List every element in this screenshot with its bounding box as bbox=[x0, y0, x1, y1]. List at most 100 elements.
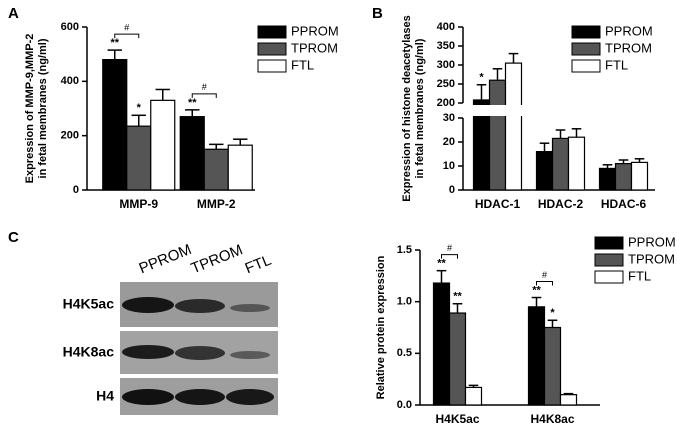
significance-label: ** bbox=[532, 284, 541, 296]
comparison-label: # bbox=[202, 82, 207, 92]
bar bbox=[488, 79, 507, 191]
legend-swatch bbox=[571, 42, 601, 56]
bar bbox=[614, 163, 633, 191]
significance-label: ** bbox=[437, 258, 446, 270]
y-axis-label: Expression of MMP-9,MMP-2 bbox=[24, 34, 36, 184]
y-tick-label: 0 bbox=[449, 184, 455, 196]
row-label: H4 bbox=[96, 388, 114, 404]
y-tick-label: 400 bbox=[437, 21, 455, 33]
bar bbox=[535, 151, 554, 191]
significance-label: * bbox=[479, 72, 484, 84]
legend-swatch bbox=[571, 25, 601, 39]
significance-label: * bbox=[550, 307, 555, 319]
blot-band bbox=[122, 297, 174, 313]
blot-band bbox=[175, 389, 225, 405]
legend-label: TPROM bbox=[291, 40, 338, 55]
legend-swatch bbox=[594, 236, 624, 250]
legend-label: FTL bbox=[291, 57, 314, 72]
comparison-label: # bbox=[542, 270, 547, 280]
comparison-bracket bbox=[114, 33, 140, 39]
blot-band bbox=[230, 351, 270, 359]
y-tick-label: 300 bbox=[437, 59, 455, 71]
bar bbox=[559, 394, 578, 406]
y-tick-label: 0 bbox=[73, 184, 79, 196]
y-tick-label: 200 bbox=[437, 97, 455, 109]
bar bbox=[227, 144, 253, 191]
legend-label: FTL bbox=[605, 57, 628, 72]
western-blot bbox=[120, 282, 278, 415]
blot-band bbox=[230, 304, 270, 312]
x-tick-label: MMP-2 bbox=[197, 197, 236, 211]
legend-swatch bbox=[257, 59, 287, 73]
significance-label: ** bbox=[110, 37, 119, 49]
significance-label: ** bbox=[453, 291, 462, 303]
row-label: H4K8ac bbox=[63, 344, 115, 360]
y-tick-label: 1.5 bbox=[397, 244, 412, 256]
y-tick-label: 20 bbox=[443, 136, 455, 148]
y-axis-label: in fetal membranes (ng/ml) bbox=[414, 38, 426, 178]
blot-band bbox=[122, 389, 174, 405]
lane-label: FTL bbox=[243, 252, 274, 278]
axis-break-gap bbox=[465, 105, 655, 116]
y-tick-label: 200 bbox=[61, 130, 79, 142]
x-tick-label: MMP-9 bbox=[119, 197, 158, 211]
bar bbox=[150, 99, 176, 191]
y-axis-label: Relative protein expression bbox=[375, 255, 387, 399]
bar bbox=[126, 125, 152, 191]
bar bbox=[504, 62, 523, 191]
blot-band bbox=[122, 345, 174, 359]
comparison-bracket bbox=[441, 254, 458, 259]
legend-swatch bbox=[594, 270, 624, 284]
comparison-label: # bbox=[124, 22, 129, 32]
y-tick-label: 0.5 bbox=[397, 347, 412, 359]
blot-band bbox=[175, 299, 225, 313]
legend-label: PPROM bbox=[291, 23, 339, 38]
legend-label: PPROM bbox=[605, 23, 653, 38]
lane-label: TPROM bbox=[189, 241, 246, 277]
legend-label: TPROM bbox=[605, 40, 652, 55]
comparison-bracket bbox=[536, 281, 553, 286]
x-tick-label: HDAC-6 bbox=[601, 197, 647, 211]
bar bbox=[598, 167, 617, 191]
bar bbox=[567, 136, 586, 191]
y-tick-label: 600 bbox=[61, 21, 79, 33]
bar bbox=[527, 306, 546, 406]
bar bbox=[203, 148, 229, 191]
lane-label: PPROM bbox=[137, 241, 194, 277]
legend-swatch bbox=[594, 253, 624, 267]
legend-label: TPROM bbox=[628, 251, 675, 266]
significance-label: ** bbox=[188, 97, 197, 109]
significance-label: * bbox=[137, 102, 142, 114]
comparison-bracket bbox=[191, 93, 217, 98]
y-tick-label: 250 bbox=[437, 78, 455, 90]
y-axis-label: in fetal membranes (ng/ml) bbox=[37, 38, 49, 178]
bar bbox=[551, 137, 570, 191]
bar bbox=[630, 161, 649, 191]
x-tick-label: H4K5ac bbox=[435, 412, 479, 426]
bar bbox=[464, 386, 483, 406]
legend-swatch bbox=[257, 42, 287, 56]
y-tick-label: 350 bbox=[437, 40, 455, 52]
bar bbox=[102, 58, 128, 191]
bar bbox=[179, 116, 205, 191]
y-tick-label: 0.0 bbox=[397, 399, 412, 411]
row-label: H4K5ac bbox=[63, 296, 115, 312]
panel-label: B bbox=[372, 5, 383, 22]
bar bbox=[543, 326, 562, 406]
legend-swatch bbox=[571, 59, 601, 73]
y-tick-label: 1.0 bbox=[397, 296, 412, 308]
y-axis-label: Expression of histone deacetylases bbox=[401, 15, 413, 201]
blot-band bbox=[226, 389, 274, 405]
legend-swatch bbox=[257, 25, 287, 39]
bar bbox=[448, 312, 467, 406]
panel-label: A bbox=[8, 5, 19, 22]
comparison-label: # bbox=[447, 243, 452, 253]
y-tick-label: 30 bbox=[443, 112, 455, 124]
y-tick-label: 10 bbox=[443, 160, 455, 172]
bar bbox=[432, 282, 451, 406]
legend-label: PPROM bbox=[628, 234, 676, 249]
x-tick-label: HDAC-1 bbox=[475, 197, 521, 211]
blot-band bbox=[175, 346, 225, 360]
x-tick-label: HDAC-2 bbox=[538, 197, 584, 211]
